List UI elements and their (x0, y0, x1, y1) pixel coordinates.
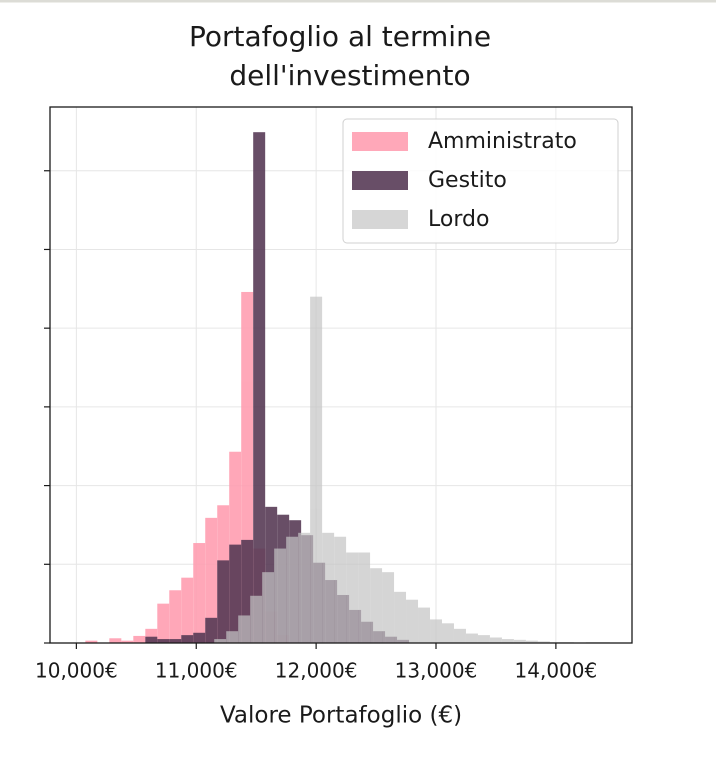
legend-label: Lordo (428, 207, 489, 232)
histogram-bar (418, 607, 431, 643)
histogram-bar (334, 536, 347, 643)
chart-title: Portafoglio al termine (189, 20, 491, 53)
x-tick-label: 13,000€ (395, 659, 478, 683)
histogram-bar (133, 635, 146, 643)
histogram-bar (205, 517, 218, 643)
histogram-bar (253, 132, 266, 643)
x-tick-label: 14,000€ (515, 659, 598, 683)
histogram-bar (501, 639, 514, 643)
histogram-bar (310, 296, 323, 643)
histogram-bar (241, 291, 254, 643)
histogram-bar (250, 595, 263, 643)
histogram-bar (358, 552, 371, 643)
histogram-bar (241, 539, 254, 643)
histogram-bar (513, 639, 526, 643)
histogram-bar (298, 532, 311, 643)
histogram-bar (394, 591, 407, 643)
histogram-bar (465, 633, 478, 643)
histogram-bar (346, 552, 359, 643)
histogram-bar (226, 631, 239, 643)
histogram-bar (214, 639, 227, 643)
histogram-bar (322, 532, 335, 643)
chart-title: dell'investimento (229, 59, 470, 92)
histogram-bar (169, 590, 182, 643)
histogram-bar (229, 544, 242, 643)
histogram-bar (193, 632, 206, 643)
legend-label: Amministrato (428, 129, 577, 154)
histogram-bar (262, 572, 275, 643)
histogram-bar (286, 536, 299, 643)
histogram-bar (145, 636, 158, 643)
histogram-bar (453, 628, 466, 643)
x-tick-label: 11,000€ (155, 659, 238, 683)
histogram-bar (169, 639, 182, 643)
legend-swatch (352, 171, 408, 190)
x-tick-label: 12,000€ (275, 659, 358, 683)
histogram-bar (274, 548, 287, 643)
histogram-bar (217, 560, 230, 643)
histogram-bar (121, 640, 134, 643)
histogram-bar (85, 640, 98, 643)
x-axis-label: Valore Portafoglio (€) (220, 703, 462, 729)
series (214, 296, 610, 643)
legend-swatch (352, 210, 408, 229)
histogram-bar (145, 628, 158, 643)
legend-box (342, 118, 619, 244)
histogram-bar (477, 635, 490, 643)
histogram-bar (489, 637, 502, 643)
histogram-bar (525, 640, 538, 643)
histogram-bar (430, 619, 442, 643)
histogram-bar (157, 603, 170, 643)
histogram-bar (441, 623, 454, 643)
histogram-bar (370, 568, 383, 643)
histogram-bar (157, 639, 170, 643)
histogram-bar (406, 599, 419, 643)
legend-swatch (352, 132, 408, 151)
histogram-bar (238, 615, 251, 643)
histogram-bar (382, 572, 395, 643)
plot-frame (49, 106, 633, 644)
histogram-bar (109, 638, 122, 643)
histogram-bar (181, 635, 194, 643)
histogram-bar (181, 577, 194, 643)
histogram-bar (193, 543, 206, 643)
histogram-bar (205, 617, 218, 643)
x-tick-label: 10,000€ (35, 659, 118, 683)
histogram-bar (537, 641, 550, 643)
legend-label: Gestito (428, 168, 507, 193)
